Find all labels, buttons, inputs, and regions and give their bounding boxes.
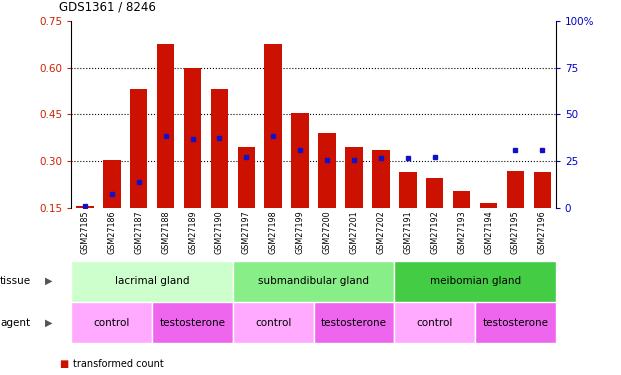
Bar (453, 191, 470, 208)
Text: testosterone: testosterone (160, 318, 225, 327)
Text: GSM27190: GSM27190 (215, 211, 224, 254)
Text: GSM27194: GSM27194 (484, 211, 493, 254)
Bar (238, 147, 255, 208)
Text: GSM27192: GSM27192 (430, 211, 439, 255)
Text: ■: ■ (59, 359, 68, 369)
Bar (314, 302, 394, 343)
Text: GDS1361 / 8246: GDS1361 / 8246 (59, 0, 156, 13)
Bar (184, 68, 201, 208)
Text: testosterone: testosterone (321, 318, 387, 327)
Text: GSM27197: GSM27197 (242, 211, 251, 255)
Bar (71, 302, 152, 343)
Text: lacrimal gland: lacrimal gland (115, 276, 189, 286)
Text: meibomian gland: meibomian gland (430, 276, 520, 286)
Bar (394, 302, 475, 343)
Text: GSM27187: GSM27187 (134, 211, 143, 254)
Bar (157, 44, 175, 208)
Bar (475, 302, 556, 343)
Bar (211, 89, 228, 208)
Text: control: control (255, 318, 291, 327)
Text: GSM27189: GSM27189 (188, 211, 197, 254)
Bar (399, 172, 417, 208)
Text: GSM27202: GSM27202 (376, 211, 386, 255)
Text: control: control (94, 318, 130, 327)
Bar (233, 261, 394, 302)
Bar (265, 44, 282, 208)
Bar (130, 89, 147, 208)
Bar (533, 172, 551, 208)
Text: GSM27200: GSM27200 (322, 211, 332, 254)
Text: GSM27193: GSM27193 (457, 211, 466, 254)
Bar (152, 302, 233, 343)
Text: GSM27185: GSM27185 (80, 211, 89, 254)
Bar (394, 261, 556, 302)
Bar (480, 203, 497, 208)
Text: GSM27199: GSM27199 (296, 211, 305, 255)
Text: GSM27191: GSM27191 (403, 211, 412, 254)
Text: ▶: ▶ (45, 318, 53, 327)
Bar (507, 171, 524, 208)
Text: testosterone: testosterone (483, 318, 548, 327)
Bar (76, 206, 94, 208)
Text: ▶: ▶ (45, 276, 53, 286)
Text: GSM27195: GSM27195 (511, 211, 520, 255)
Bar (319, 133, 336, 208)
Text: GSM27188: GSM27188 (161, 211, 170, 254)
Text: tissue: tissue (0, 276, 31, 286)
Text: agent: agent (0, 318, 30, 327)
Bar (103, 160, 120, 208)
Bar (345, 147, 363, 208)
Text: control: control (417, 318, 453, 327)
Text: GSM27201: GSM27201 (350, 211, 358, 254)
Bar (372, 150, 389, 208)
Text: transformed count: transformed count (73, 359, 163, 369)
Bar (233, 302, 314, 343)
Text: GSM27198: GSM27198 (269, 211, 278, 254)
Text: GSM27186: GSM27186 (107, 211, 116, 254)
Bar (291, 113, 309, 208)
Text: submandibular gland: submandibular gland (258, 276, 369, 286)
Bar (71, 261, 233, 302)
Text: GSM27196: GSM27196 (538, 211, 547, 254)
Bar (426, 178, 443, 208)
